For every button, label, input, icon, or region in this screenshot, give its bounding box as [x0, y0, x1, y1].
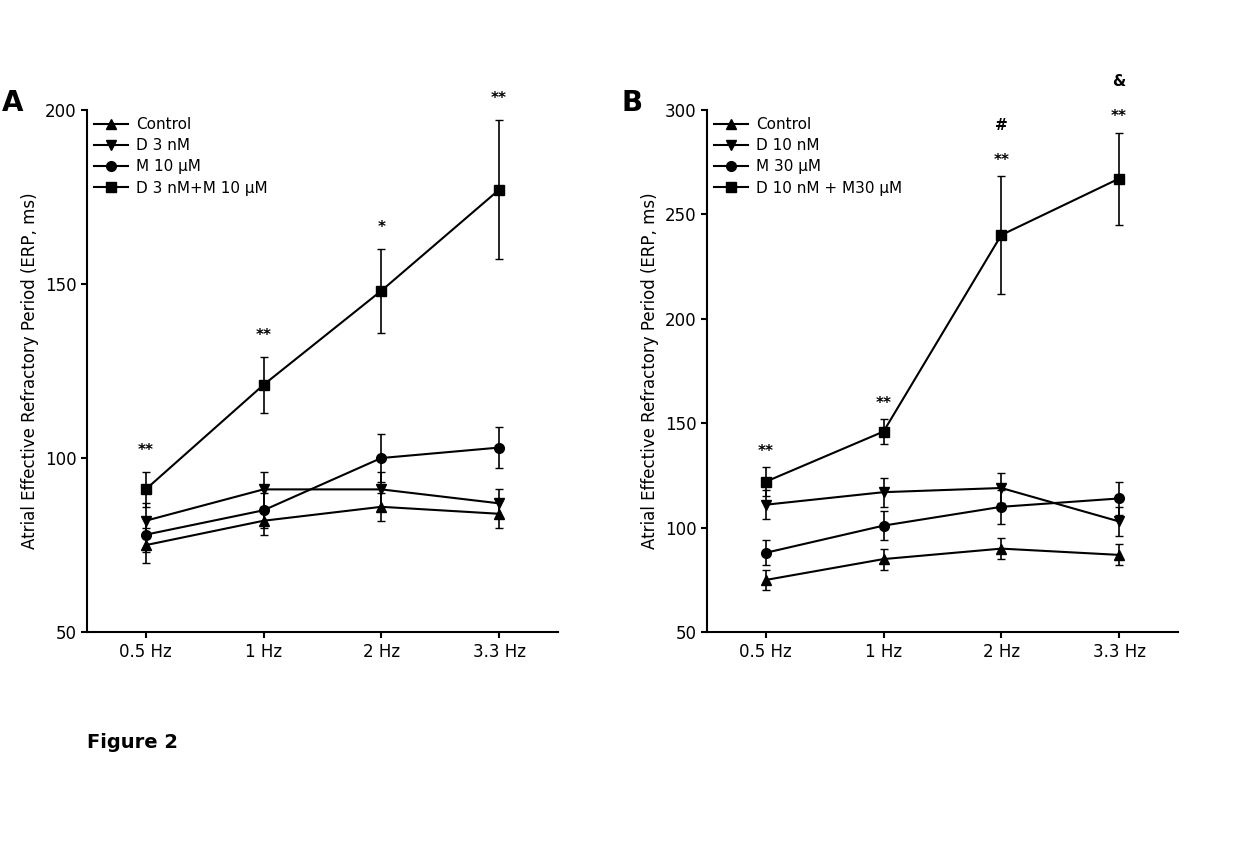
Text: A: A [2, 89, 24, 116]
Text: **: ** [138, 443, 154, 458]
Text: **: ** [758, 443, 774, 459]
Text: &: & [1112, 74, 1126, 89]
Text: #: # [994, 118, 1008, 133]
Legend: Control, D 10 nM, M 30 μM, D 10 nM + M30 μM: Control, D 10 nM, M 30 μM, D 10 nM + M30… [714, 117, 901, 196]
Text: **: ** [255, 328, 272, 343]
Text: **: ** [1111, 110, 1127, 124]
Text: **: ** [993, 153, 1009, 168]
Legend: Control, D 3 nM, M 10 μM, D 3 nM+M 10 μM: Control, D 3 nM, M 10 μM, D 3 nM+M 10 μM [94, 117, 268, 196]
Y-axis label: Atrial Effective Refractory Period (ERP, ms): Atrial Effective Refractory Period (ERP,… [641, 192, 660, 550]
Y-axis label: Atrial Effective Refractory Period (ERP, ms): Atrial Effective Refractory Period (ERP,… [21, 192, 40, 550]
Text: *: * [377, 220, 386, 235]
Text: **: ** [875, 395, 892, 411]
Text: Figure 2: Figure 2 [87, 733, 177, 753]
Text: B: B [622, 89, 644, 116]
Text: **: ** [491, 91, 507, 106]
